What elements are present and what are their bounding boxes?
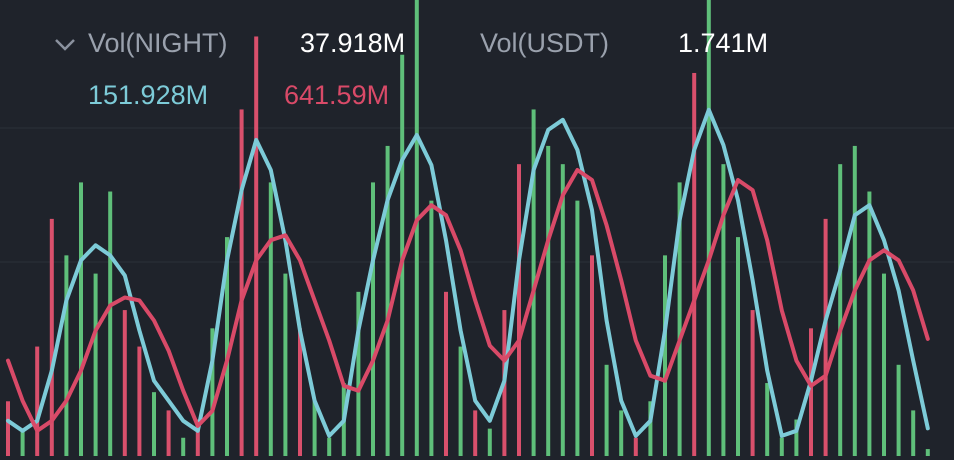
volume-bar: [560, 164, 565, 456]
indicator-label: Vol(USDT): [480, 28, 609, 58]
volume-bar: [882, 273, 886, 456]
volume-bar: [444, 291, 448, 456]
volume-bar: [517, 164, 521, 456]
volume-bar: [546, 145, 551, 457]
volume-bar: [487, 428, 492, 456]
volume-bar: [575, 200, 580, 456]
volume-bar: [619, 410, 624, 456]
ma-value: 151.928M: [88, 80, 208, 110]
volume-bar: [809, 328, 813, 456]
volume-bar: [210, 328, 215, 456]
volume-bar: [663, 255, 667, 456]
volume-bar: [152, 392, 156, 456]
volume-bar: [225, 237, 229, 456]
volume-bar: [268, 182, 273, 456]
volume-bar: [765, 383, 770, 456]
indicator-label: Vol(NIGHT): [88, 28, 228, 58]
volume-bar: [93, 273, 98, 456]
volume-bar: [867, 191, 872, 456]
indicator-value: 37.918M: [300, 28, 405, 58]
volume-bar: [298, 328, 302, 456]
volume-bar: [122, 310, 127, 456]
volume-bar: [677, 182, 682, 456]
volume-bar: [925, 449, 930, 456]
indicator-value: 1.741M: [678, 28, 768, 58]
volume-bar: [750, 310, 755, 456]
volume-bar: [195, 419, 200, 456]
volume-bar: [896, 364, 901, 456]
volume-bar: [648, 401, 653, 456]
volume-bar: [239, 109, 244, 456]
volume-bar: [283, 273, 288, 456]
volume-bar: [385, 145, 390, 457]
volume-bar: [590, 255, 594, 456]
volume-bar: [794, 419, 799, 456]
volume-bar: [20, 428, 25, 456]
volume-bar: [721, 164, 726, 456]
volume-bar: [108, 191, 113, 456]
volume-bar: [327, 437, 332, 456]
collapse-chevron[interactable]: [55, 39, 75, 51]
marks: [6, 0, 930, 457]
volume-bar: [181, 437, 186, 456]
volume-bar: [429, 200, 434, 456]
volume-bar: [736, 237, 740, 456]
volume-bar: [706, 0, 711, 456]
volume-bar: [166, 410, 171, 456]
volume-bar: [6, 401, 10, 456]
volume-bar: [414, 0, 419, 456]
volume-bar: [531, 109, 536, 456]
volume-bar: [604, 364, 609, 456]
volume-bar: [79, 182, 83, 456]
volume-bar: [254, 36, 259, 456]
volume-bar: [371, 182, 375, 456]
moving-average-line: [6, 168, 930, 433]
volume-bar: [137, 346, 142, 456]
volume-bar: [779, 437, 784, 456]
volume-bar: [356, 291, 361, 456]
volume-bar: [64, 255, 69, 456]
volume-bar: [312, 401, 317, 456]
moving-average-line: [6, 107, 930, 438]
volume-bar: [852, 145, 857, 457]
volume-bar: [692, 72, 697, 457]
volume-bar: [823, 218, 828, 456]
volume-bar: [49, 218, 54, 456]
volume-bar: [458, 346, 463, 456]
volume-bar: [473, 410, 478, 456]
volume-bar: [633, 437, 638, 456]
volume-bar: [838, 164, 843, 456]
volume-bar: [35, 346, 40, 456]
volume-bar: [911, 410, 916, 456]
ma-value: 641.59M: [284, 80, 389, 110]
